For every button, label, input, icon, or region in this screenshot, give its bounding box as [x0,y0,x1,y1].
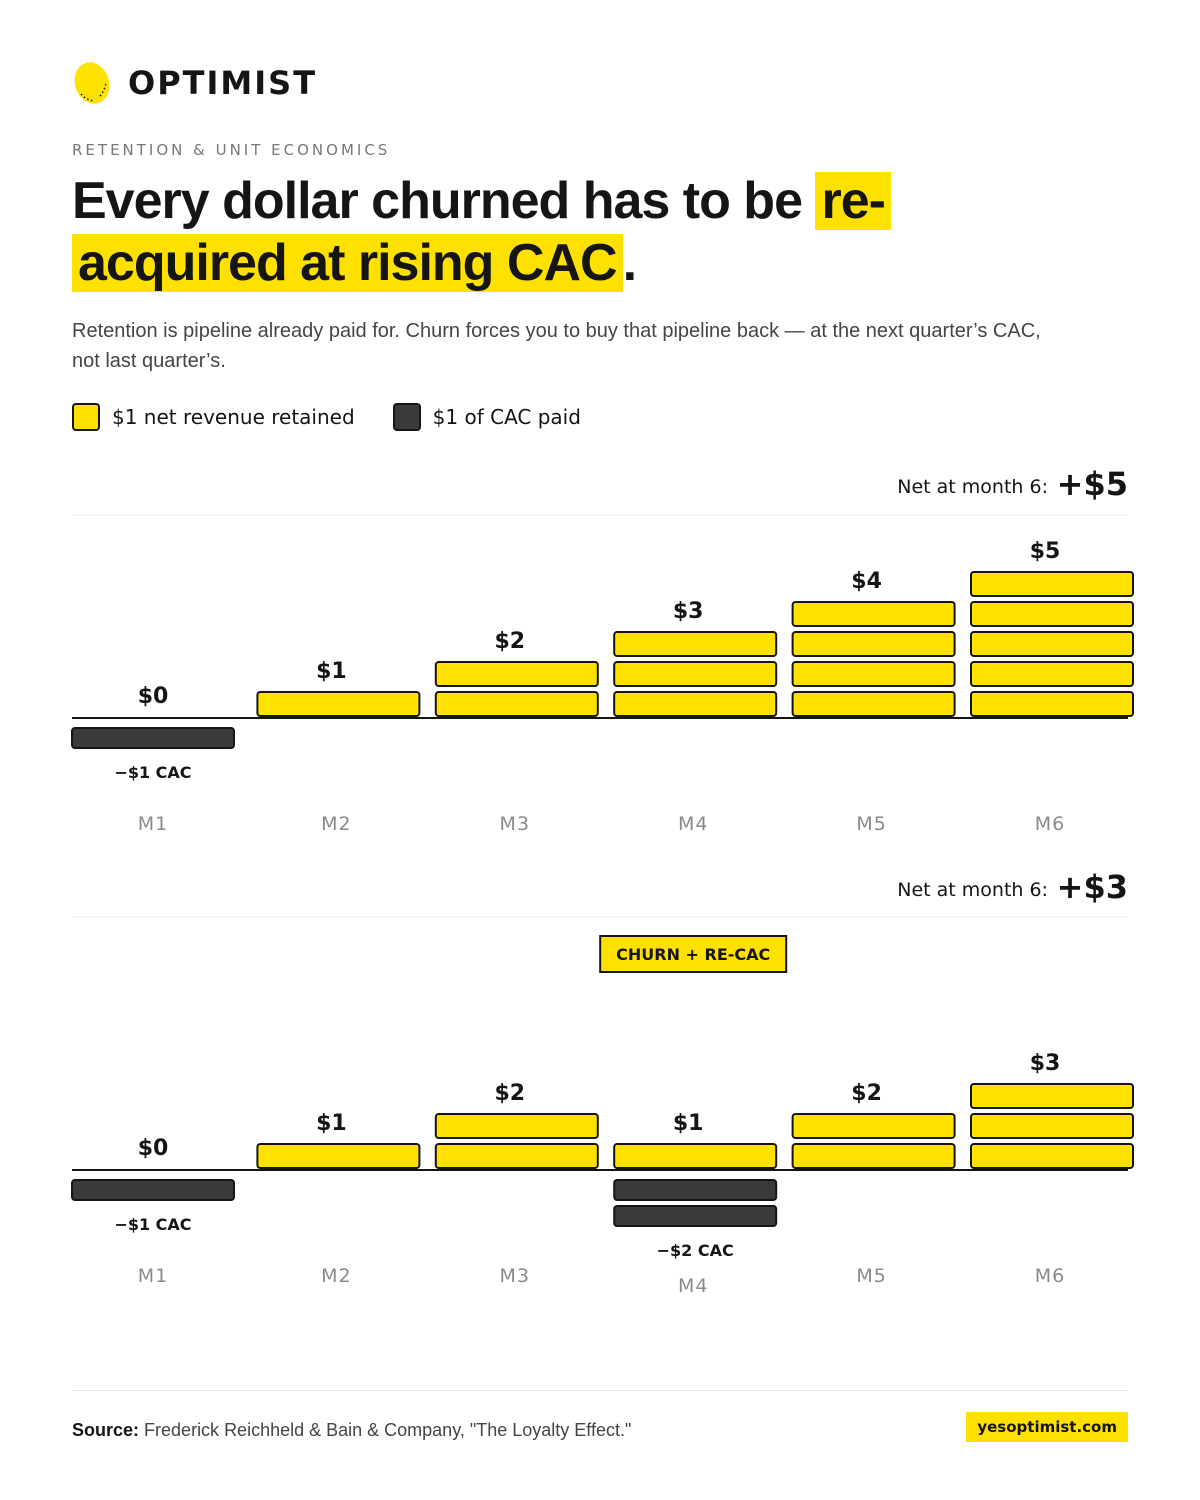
brand-name: OPTIMIST [128,64,318,102]
net-value: +$3 [1057,868,1128,906]
cac-block [613,1205,778,1227]
site-link[interactable]: yesoptimist.com [966,1412,1128,1442]
chart-churn-svg: +$3 Net at month 6: $0 −$1 CAC M1 $1 M2 $2 M3 $1 −… [71,868,1134,1297]
cac-block [71,727,235,749]
value-label: $1 [316,659,347,684]
value-label: $3 [1030,1051,1061,1076]
retained-block [434,1143,599,1169]
retained-block [970,601,1134,627]
retained-block [970,661,1134,687]
x-tick-label: M2 [321,1265,351,1287]
value-label: $2 [494,629,525,654]
x-tick-label: M2 [321,813,351,835]
lemon-icon [74,62,110,104]
legend: $1 net revenue retained $1 of CAC paid [72,403,619,431]
retained-block [970,631,1134,657]
chart-retention: +$5 Net at month 6: $0 −$1 CAC M1 $1 M2 $2 M3 $3 M… [0,460,1200,850]
value-label: $0 [138,1136,169,1161]
x-tick-label: M1 [138,813,168,835]
x-tick-label: M5 [856,813,886,835]
eyebrow: RETENTION & UNIT ECONOMICS [72,141,391,159]
retained-block [434,691,599,717]
x-tick-label: M5 [856,1265,886,1287]
x-tick-label: M6 [1035,813,1065,835]
chart-churn: +$3 Net at month 6: $0 −$1 CAC M1 $1 M2 $2 M3 $1 −… [0,860,1200,1320]
legend-item-retained: $1 net revenue retained [72,403,355,431]
x-tick-label: M4 [678,813,708,835]
retained-block [791,631,956,657]
headline-part2: . [622,234,637,292]
value-label: $4 [851,569,882,594]
source-note: Source: Frederick Reichheld & Bain & Com… [72,1420,631,1441]
cac-block [613,1179,778,1201]
retained-block [970,1113,1134,1139]
retained-block [791,691,956,717]
legend-label-retained: $1 net revenue retained [112,405,355,429]
retained-block [970,1083,1134,1109]
source-text: Frederick Reichheld & Bain & Company, "T… [144,1420,632,1440]
cac-label: −$1 CAC [114,763,191,782]
x-tick-label: M4 [678,1275,708,1297]
net-label: Net at month 6: [897,879,1048,901]
headline-part1: Every dollar churned has to be [72,172,816,230]
retained-block [256,1143,421,1169]
value-label: $1 [316,1111,347,1136]
legend-item-cac: $1 of CAC paid [392,403,581,431]
retained-block [613,1143,778,1169]
cac-label: −$1 CAC [114,1215,191,1234]
value-label: $0 [138,684,169,709]
retained-block [613,661,778,687]
value-label: $1 [673,1111,704,1136]
retained-block [970,1143,1134,1169]
x-tick-label: M3 [500,1265,530,1287]
chart-retention-svg: +$5 Net at month 6: $0 −$1 CAC M1 $1 M2 $2 M3 $3 M… [71,465,1134,835]
retained-block [791,1113,956,1139]
retained-block [791,1143,956,1169]
source-label: Source: [72,1420,140,1440]
retained-block [434,661,599,687]
retained-block [791,661,956,687]
cac-label: −$2 CAC [657,1241,734,1260]
brand: OPTIMIST [72,60,317,106]
x-tick-label: M3 [500,813,530,835]
value-label: $5 [1030,539,1061,564]
x-tick-label: M6 [1035,1265,1065,1287]
retained-block [256,691,421,717]
net-label: Net at month 6: [897,476,1048,498]
subhead: Retention is pipeline already paid for. … [72,320,1041,372]
annotation-label: CHURN + RE-CAC [616,945,770,964]
x-tick-label: M1 [138,1265,168,1287]
retained-block [434,1113,599,1139]
net-value: +$5 [1057,465,1128,503]
footer-divider [72,1390,1128,1391]
legend-swatch-cac [392,403,421,431]
headline: Every dollar churned has to be re- acqui… [72,170,1072,294]
headline-highlight2: acquired at rising CAC [72,234,623,292]
headline-highlight1: re- [815,172,891,230]
value-label: $2 [851,1081,882,1106]
retained-block [613,691,778,717]
annotation-box [599,935,788,973]
legend-swatch-retained [72,403,100,431]
retained-block [970,691,1134,717]
legend-label-cac: $1 of CAC paid [432,405,581,429]
retained-block [970,571,1134,597]
retained-block [613,631,778,657]
value-label: $2 [494,1081,525,1106]
cac-block [71,1179,235,1201]
retained-block [791,601,956,627]
value-label: $3 [673,599,704,624]
